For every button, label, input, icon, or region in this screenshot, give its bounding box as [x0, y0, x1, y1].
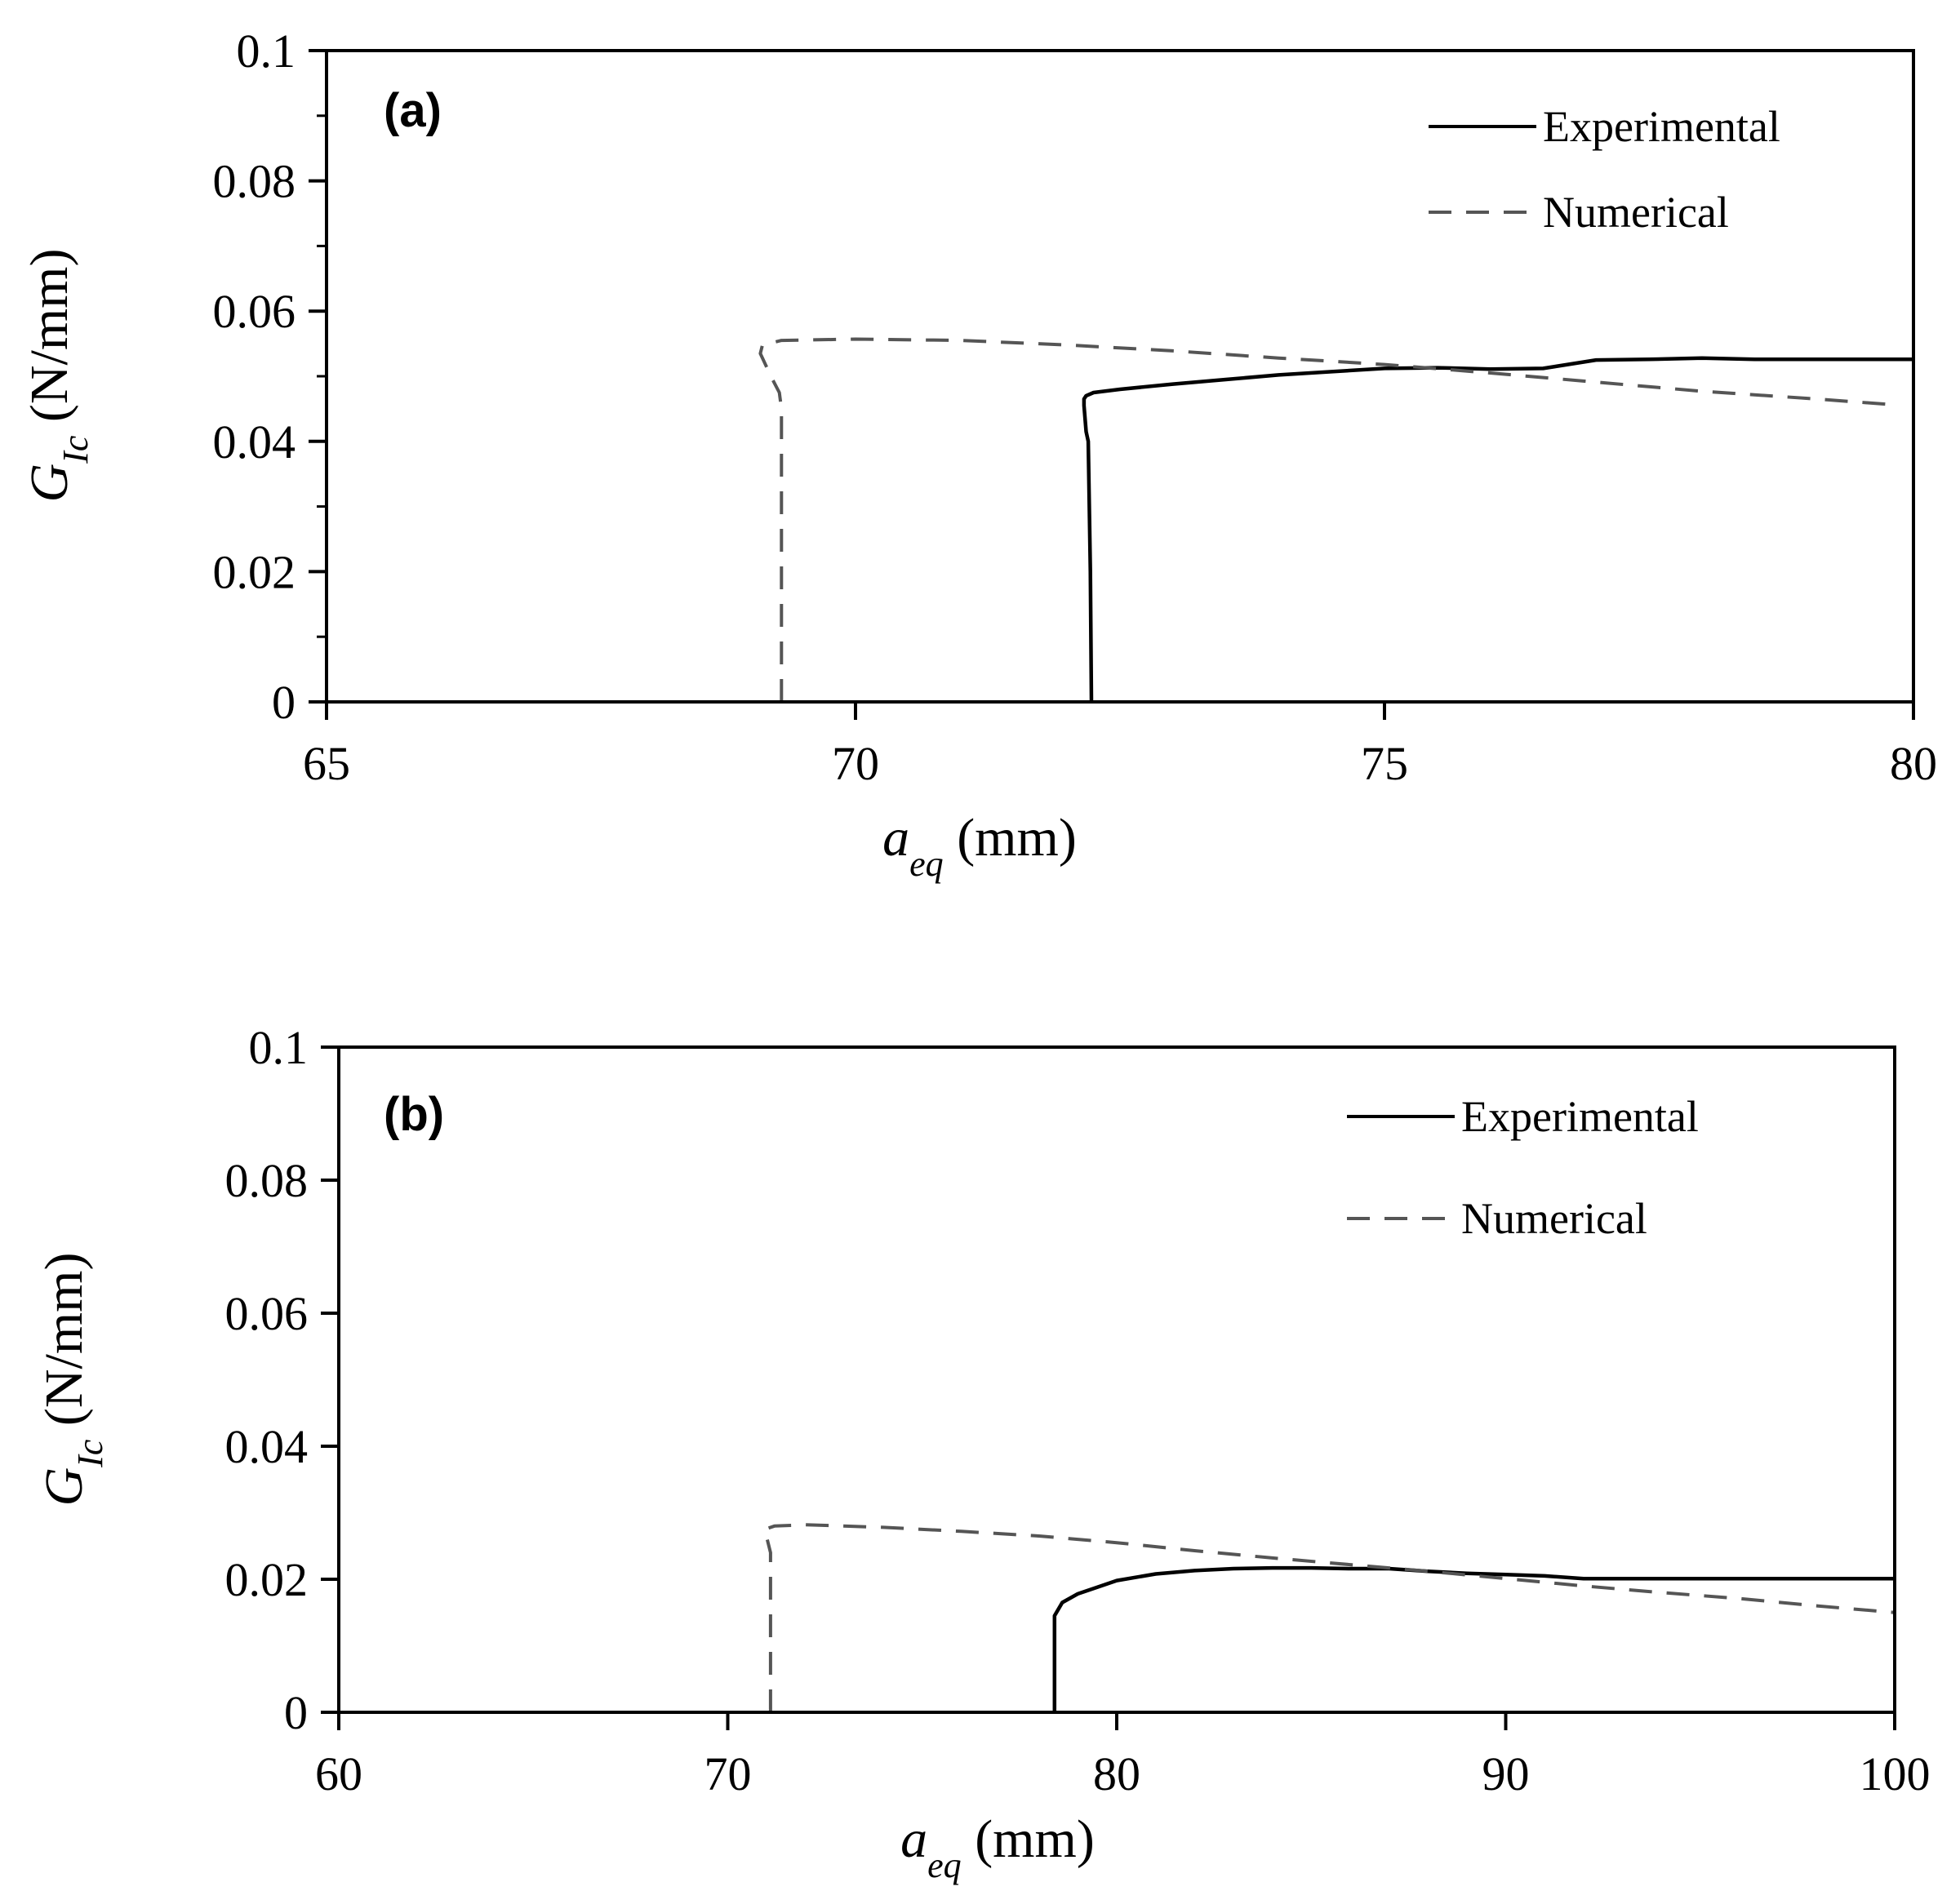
legend-label-experimental-b: Experimental — [1461, 1092, 1699, 1141]
series-line-numerical-b — [762, 1523, 1896, 1712]
legend-label-numerical-b: Numerical — [1461, 1194, 1647, 1243]
y-axis-sub-b: Ic — [70, 1439, 110, 1468]
plot-frame-b — [337, 1045, 1896, 1714]
x-tick-label-a: 75 — [1361, 737, 1408, 790]
axis-ticks-b: 0 0.02 0.04 0.06 0.08 0.1 60 70 80 90 100 — [225, 1021, 1931, 1800]
chart-panel-a: (a) 0 0.02 0.04 0.06 0.08 0.1 65 70 75 80 Experim… — [20, 24, 1937, 884]
x-axis-unit-b: (mm) — [962, 1809, 1095, 1869]
series-line-experimental-b — [1052, 1565, 1895, 1712]
y-tick-label-b: 0.02 — [225, 1553, 309, 1606]
x-axis-var-a: a — [882, 808, 909, 868]
series-group-a — [758, 337, 1913, 703]
y-axis-title-b: GIc (N/mm) — [34, 1253, 110, 1507]
y-tick-label-a: 0.06 — [213, 285, 296, 338]
x-tick-label-a: 70 — [832, 737, 879, 790]
y-axis-unit-b: (N/mm) — [34, 1253, 94, 1440]
panel-label-a: (a) — [384, 84, 442, 137]
chart-panel-b: (b) 0 0.02 0.04 0.06 0.08 0.1 60 70 80 90 100 Expe… — [34, 1021, 1931, 1885]
legend-label-experimental-a: Experimental — [1543, 102, 1780, 151]
y-tick-label-b: 0.06 — [225, 1287, 309, 1340]
x-tick-label-b: 70 — [704, 1747, 752, 1800]
axis-ticks-a: 0 0.02 0.04 0.06 0.08 0.1 65 70 75 80 — [213, 24, 1938, 790]
y-tick-label-b: 0.04 — [225, 1420, 309, 1473]
x-tick-label-b: 60 — [315, 1747, 362, 1800]
x-axis-title-b: aeq (mm) — [900, 1809, 1095, 1885]
x-axis-sub-b: eq — [927, 1845, 962, 1885]
x-axis-var-b: a — [900, 1809, 927, 1869]
y-tick-label-b: 0 — [284, 1686, 308, 1739]
legend-a: Experimental Numerical — [1429, 102, 1780, 237]
panel-label-b: (b) — [384, 1088, 444, 1141]
y-tick-label-b: 0.1 — [249, 1021, 309, 1074]
series-line-experimental-a — [1082, 356, 1913, 703]
y-tick-label-b: 0.08 — [225, 1154, 309, 1207]
legend-label-numerical-a: Numerical — [1543, 188, 1729, 237]
x-axis-sub-a: eq — [909, 844, 944, 884]
series-line-numerical-a — [758, 337, 1887, 702]
x-tick-label-a: 80 — [1890, 737, 1937, 790]
x-axis-unit-a: (mm) — [944, 808, 1077, 868]
legend-b: Experimental Numerical — [1347, 1092, 1699, 1243]
y-axis-title-a: GIc (N/mm) — [20, 249, 96, 503]
x-tick-label-b: 100 — [1860, 1747, 1931, 1800]
y-tick-label-a: 0.08 — [213, 155, 296, 208]
plot-frame-a — [325, 49, 1915, 704]
y-tick-label-a: 0.04 — [213, 415, 296, 468]
x-tick-label-b: 80 — [1093, 1747, 1140, 1800]
y-tick-label-a: 0 — [272, 676, 296, 729]
y-tick-label-a: 0.1 — [237, 24, 296, 78]
series-group-b — [762, 1523, 1896, 1712]
x-axis-title-a: aeq (mm) — [882, 808, 1077, 884]
y-axis-sub-a: Ic — [56, 435, 96, 464]
y-axis-var-a: G — [20, 464, 79, 503]
y-axis-var-b: G — [34, 1467, 94, 1507]
y-axis-unit-a: (N/mm) — [20, 249, 79, 436]
y-tick-label-a: 0.02 — [213, 545, 296, 598]
x-tick-label-b: 90 — [1482, 1747, 1530, 1800]
x-tick-label-a: 65 — [303, 737, 350, 790]
